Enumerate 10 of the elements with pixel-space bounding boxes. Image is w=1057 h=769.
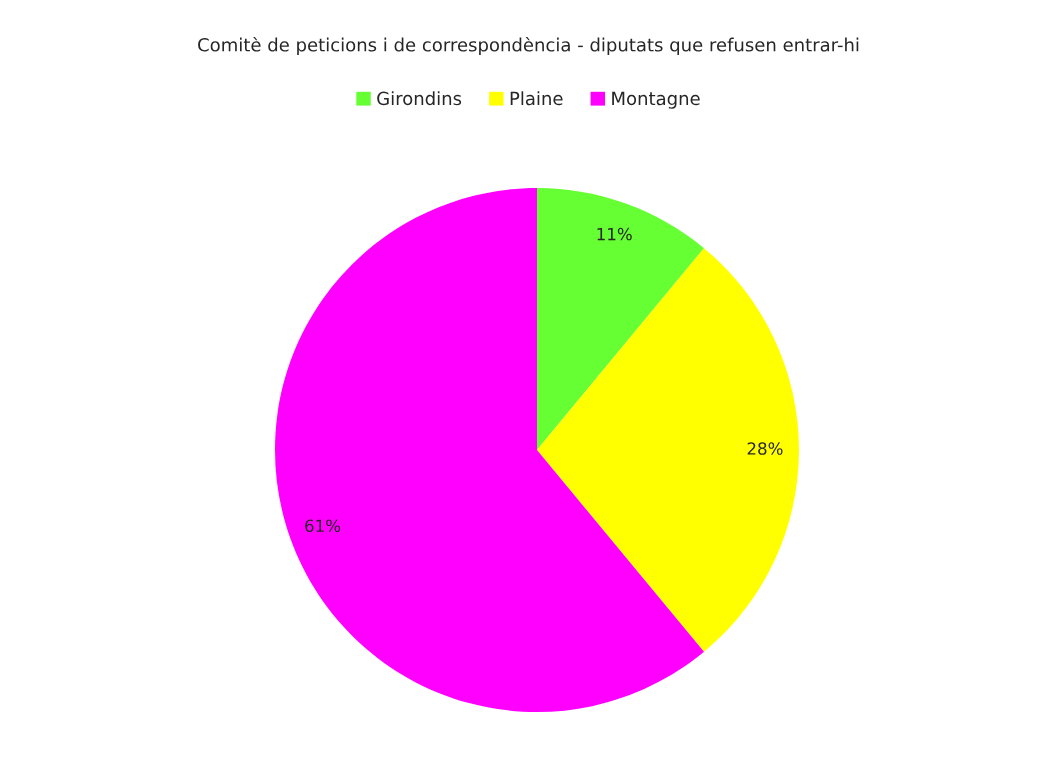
legend-label: Girondins xyxy=(377,91,462,106)
legend-label: Montagne xyxy=(612,91,700,109)
legend-label: Plaine xyxy=(510,91,563,106)
pie-slice xyxy=(275,188,705,712)
data-label: 61% xyxy=(305,519,341,533)
data-label: 28% xyxy=(747,442,783,455)
pie-slice xyxy=(537,188,705,450)
pie-slice xyxy=(537,248,799,652)
data-label: 11% xyxy=(597,227,632,241)
chart-title: Comitè de peticions i de correspondència - diputats que refusen entrar-hi xyxy=(198,36,859,56)
